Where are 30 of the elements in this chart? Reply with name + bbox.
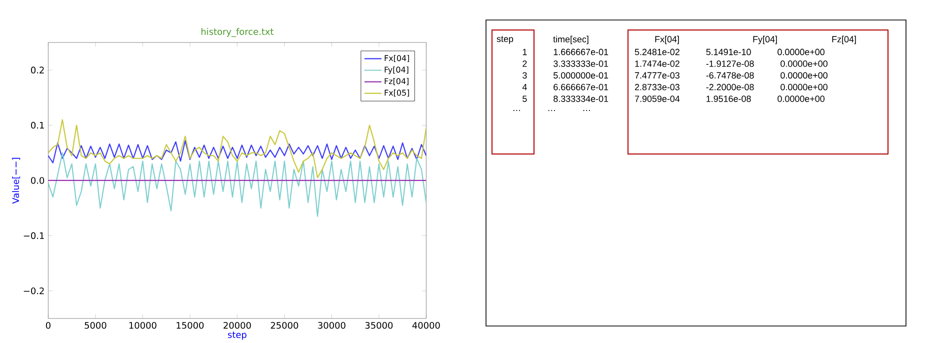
x-tick-label: 15000 <box>176 322 204 329</box>
y-tick-label: 0.0 <box>31 177 44 184</box>
x-tick-label: 10000 <box>129 322 156 329</box>
text: 1 1.666667e-01 5.2481e-02 5.1491e-10 0.0000e+00 <box>522 48 824 56</box>
text: 4 6.666667e-01 2.8733e-03 -2.2000e-08 0.0000e+00 <box>522 84 828 90</box>
x-tick-label: 5000 <box>84 322 106 329</box>
x-tick-label: 25000 <box>270 322 298 329</box>
category-label: Fz[04] <box>832 36 856 44</box>
y-tick-label: 0.2 <box>31 66 44 74</box>
category-label: time[sec] <box>553 36 588 44</box>
y-tick-label: −0.1 <box>24 232 44 240</box>
category-label: Fy[04] <box>753 36 777 44</box>
line-series <box>48 152 426 217</box>
chart-title: history_force.txt <box>201 28 274 37</box>
y-tick-label: −0.2 <box>24 287 44 294</box>
text: … … … <box>513 110 590 111</box>
y-tick-label: 0.1 <box>31 122 44 129</box>
category-label: step <box>496 36 514 44</box>
x-tick-label: 0 <box>46 322 50 329</box>
x-tick-label: 30000 <box>318 322 346 329</box>
text: 2 3.333333e-01 1.7474e-02 -1.9127e-08 0.0000e+00 <box>522 60 828 67</box>
x-tick-label: 20000 <box>224 322 251 329</box>
x-axis-title: step <box>228 332 246 340</box>
text: 5 8.333334e-01 7.9059e-04 1.9516e-08 0.0000e+00 <box>522 96 824 102</box>
category-label: Fx[04] <box>655 36 679 44</box>
y-axis-title: Value[−−] <box>12 158 20 204</box>
text: 3 5.000000e-01 7.4777e-03 -6.7478e-08 0.0000e+00 <box>522 72 828 79</box>
x-tick-label: 40000 <box>412 322 440 329</box>
line-series <box>48 140 426 164</box>
x-tick-label: 35000 <box>365 322 393 329</box>
